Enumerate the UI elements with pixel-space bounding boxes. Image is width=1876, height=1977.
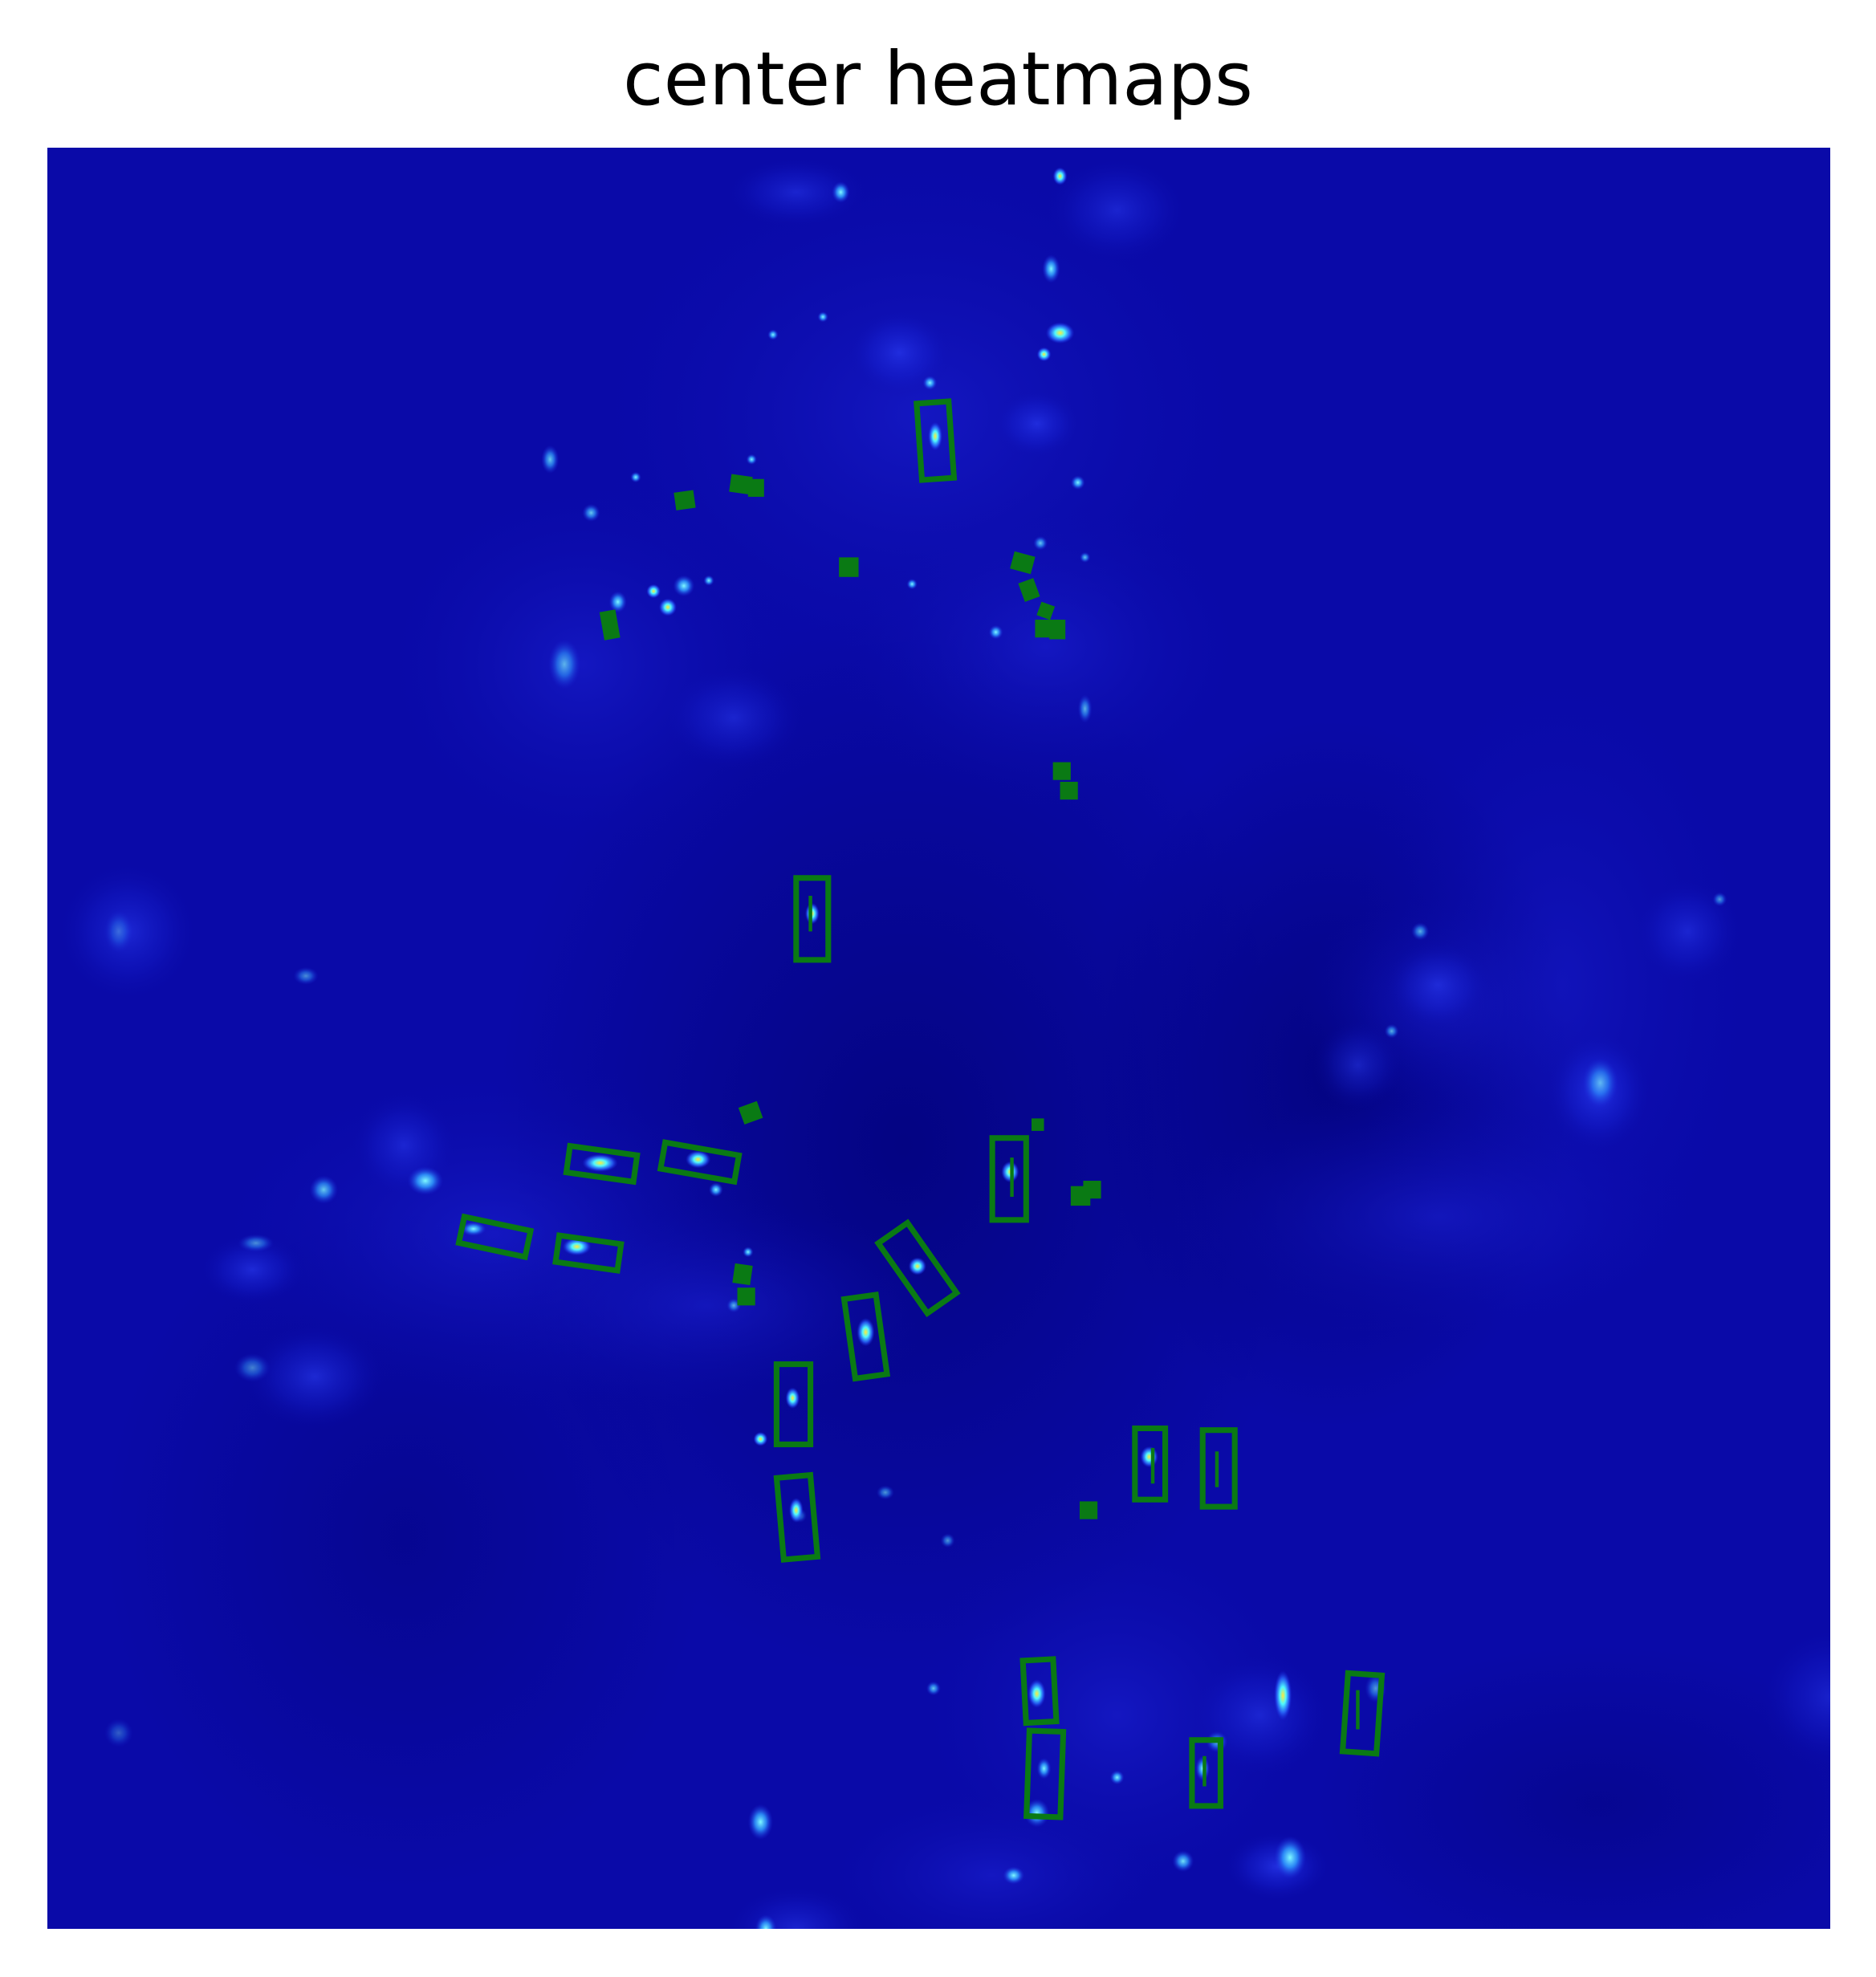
detection-box-ticks (808, 895, 1360, 1787)
center-heatmap-image (47, 148, 1830, 1929)
detection-markers (599, 474, 1101, 1519)
heatmap-bright-blobs (104, 167, 1727, 1929)
detection-boxes (455, 398, 1386, 1820)
heatmap-glow-regions (56, 148, 1830, 1929)
heatmap-box-peaks (461, 421, 1211, 1781)
page-title: center heatmaps (623, 36, 1253, 122)
